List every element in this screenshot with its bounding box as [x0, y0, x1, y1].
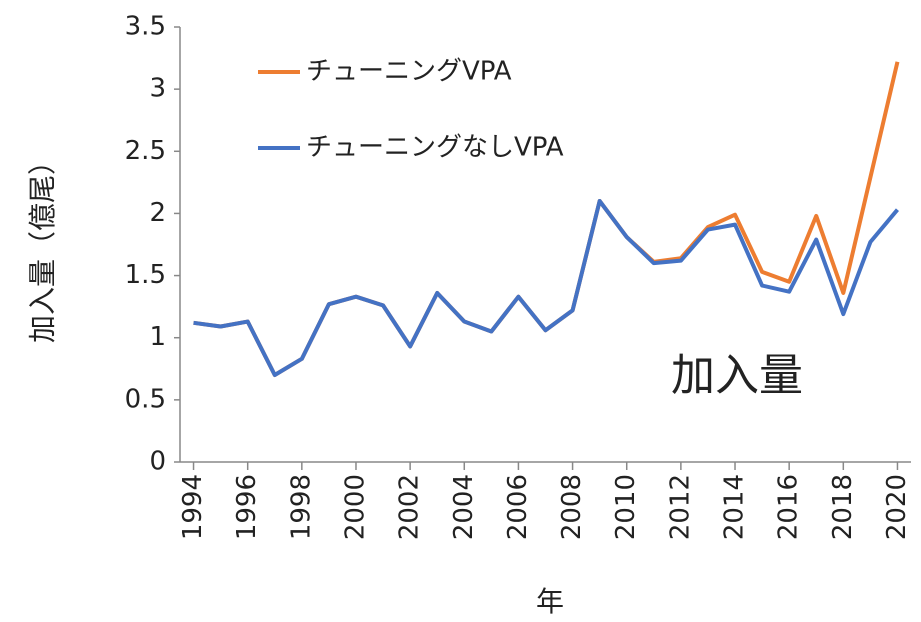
x-tick-label: 2014 — [720, 474, 750, 540]
y-tick-label: 2 — [149, 198, 166, 228]
annotation: 加入量 — [671, 350, 803, 401]
y-tick-label: 3.5 — [125, 12, 166, 42]
legend-label: チューニングなしVPA — [306, 133, 564, 163]
x-tick-label: 1994 — [178, 474, 208, 540]
series-line — [193, 199, 899, 377]
x-tick-label: 1996 — [232, 474, 262, 540]
x-tick-label: 2016 — [774, 474, 804, 540]
x-tick-label: 1998 — [286, 474, 316, 540]
x-tick-label: 2006 — [503, 474, 533, 540]
x-tick-label: 2002 — [395, 474, 425, 540]
x-tick-label: 2012 — [665, 474, 695, 540]
x-tick-label: 2018 — [828, 474, 858, 540]
x-tick-label: 2010 — [611, 474, 641, 540]
y-tick-label: 1.5 — [125, 260, 166, 290]
y-tick-label: 3 — [149, 74, 166, 104]
legend-label: チューニングVPA — [306, 57, 512, 87]
y-tick-label: 2.5 — [125, 136, 166, 166]
y-tick-label: 0 — [149, 447, 166, 477]
x-tick-label: 2008 — [557, 474, 587, 540]
y-tick-label: 0.5 — [125, 384, 166, 414]
y-axis-label: 加入量（億尾） — [26, 147, 59, 343]
x-axis-label: 年 — [536, 585, 564, 618]
x-tick-label: 2000 — [340, 474, 370, 540]
y-tick-label: 1 — [149, 322, 166, 352]
x-tick-label: 2004 — [449, 474, 479, 540]
x-tick-label: 2020 — [882, 474, 912, 540]
